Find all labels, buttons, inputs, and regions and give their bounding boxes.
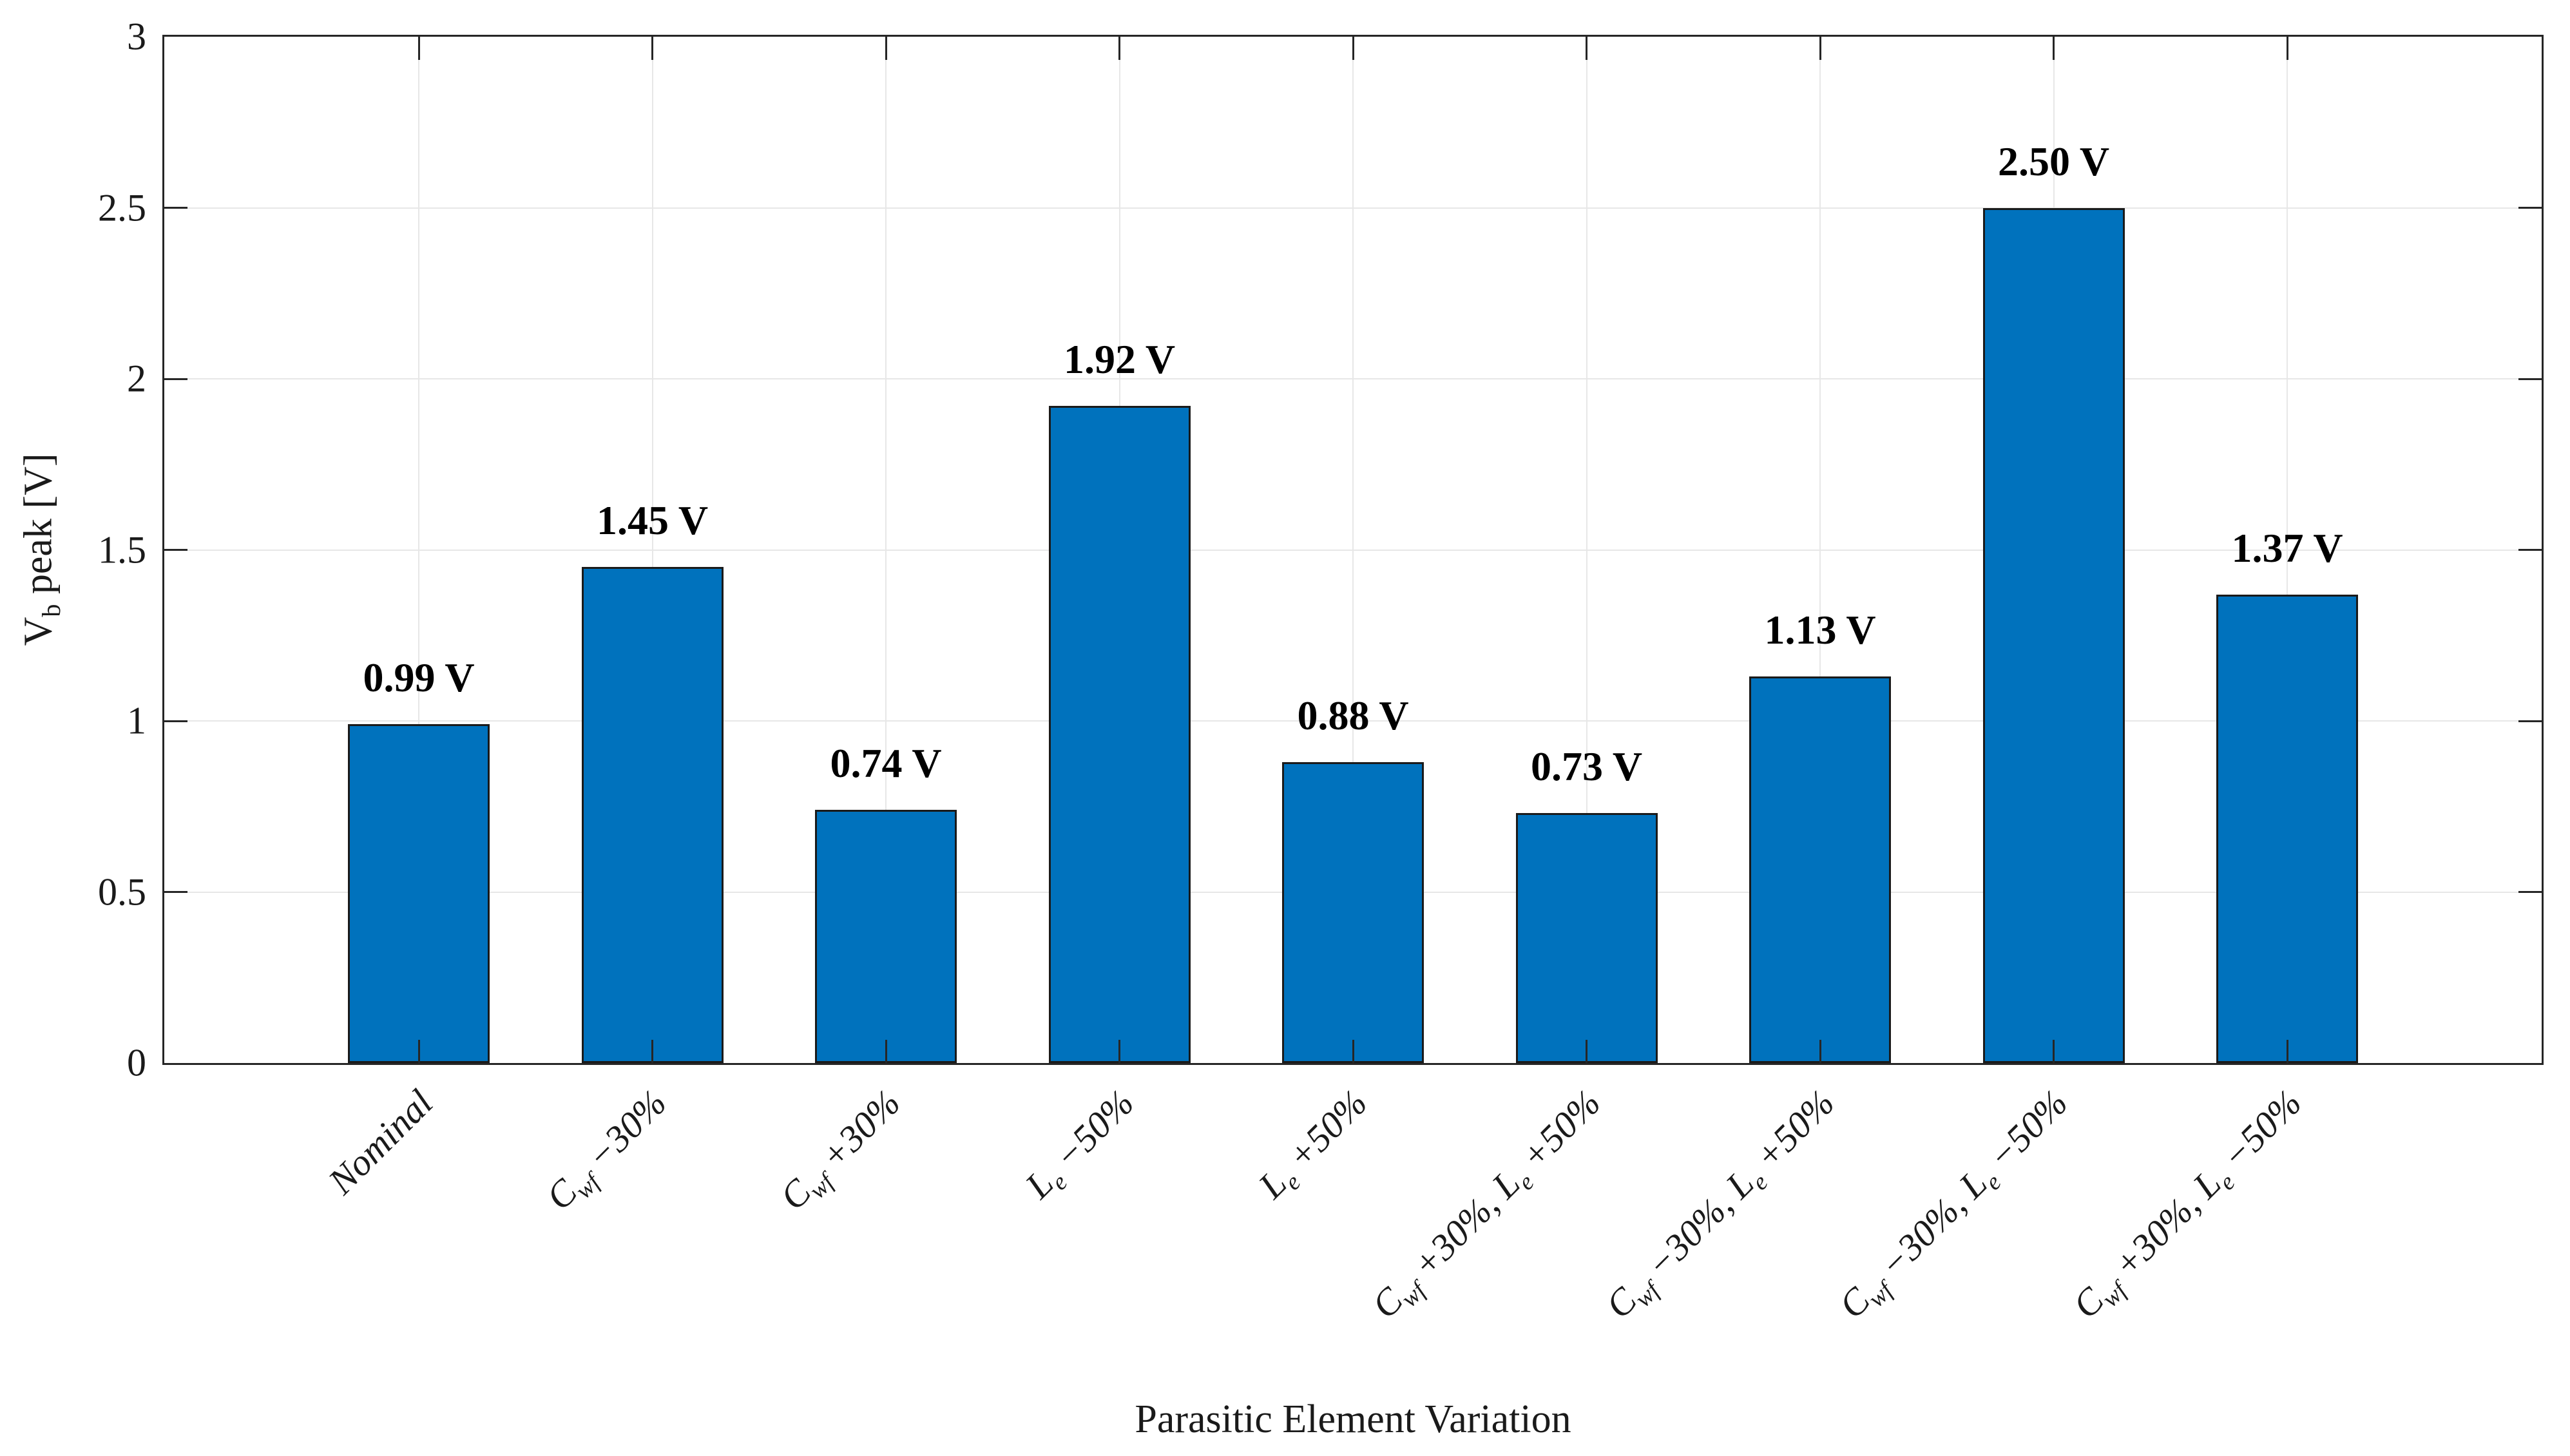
y-tick-mark — [164, 207, 187, 209]
v-gridline — [651, 37, 653, 1063]
bar-value-label: 1.37 V — [2231, 524, 2343, 571]
y-tick-label: 1 — [127, 699, 146, 742]
y-tick-mark — [164, 720, 187, 722]
bar — [1982, 207, 2125, 1063]
y-tick-mark — [164, 891, 187, 893]
bar — [581, 567, 724, 1063]
x-tick-mark — [417, 37, 420, 60]
bar — [1515, 813, 1658, 1063]
y-tick-mark — [2518, 207, 2542, 209]
bar-value-label: 0.74 V — [830, 740, 942, 787]
x-tick-label: Cwf +30%, Le −50% — [2064, 1081, 2310, 1327]
x-tick-mark — [651, 37, 653, 60]
y-tick-label: 2.5 — [98, 186, 146, 229]
x-tick-mark — [1819, 37, 1821, 60]
x-tick-label: Le −50% — [1017, 1081, 1142, 1207]
x-tick-mark — [2286, 1040, 2288, 1063]
v-gridline — [2287, 37, 2288, 1063]
bar-value-label: 1.13 V — [1764, 606, 1876, 653]
x-tick-label-segment: +50% — [1272, 1081, 1376, 1184]
x-tick-label: Cwf +30%, Le +50% — [1364, 1081, 1609, 1327]
x-tick-mark — [1586, 37, 1587, 60]
x-tick-mark — [1586, 1040, 1587, 1063]
v-gridline — [885, 37, 887, 1063]
y-axis-label-segment: V — [16, 617, 61, 646]
x-tick-label: Le +50% — [1251, 1081, 1376, 1207]
subscript: b — [36, 604, 66, 617]
x-tick-mark — [885, 1040, 887, 1063]
y-tick-label: 2 — [127, 357, 146, 400]
x-tick-label-segment: +50% — [1506, 1081, 1609, 1184]
y-tick-label: 0.5 — [98, 870, 146, 913]
y-tick-mark — [2518, 891, 2542, 893]
x-tick-label-segment: −50% — [1973, 1081, 2076, 1184]
bar-value-label: 1.92 V — [1063, 336, 1176, 383]
x-tick-mark — [885, 37, 887, 60]
x-tick-label-segment: Nominal — [320, 1081, 441, 1203]
x-tick-label-segment: −50% — [2207, 1081, 2310, 1184]
x-tick-mark — [1352, 37, 1354, 60]
x-tick-label-segment: +30%, L — [2098, 1162, 2229, 1293]
y-tick-mark — [164, 549, 187, 551]
bar-value-label: 2.50 V — [1997, 138, 2110, 184]
y-axis-label-segment: peak [V] — [16, 453, 61, 604]
x-tick-label-segment: +30%, L — [1397, 1162, 1528, 1293]
x-tick-mark — [651, 1040, 653, 1063]
x-tick-label: Cwf −30%, Le +50% — [1597, 1081, 1843, 1327]
x-tick-label: Nominal — [320, 1081, 441, 1203]
x-tick-label-segment: −30% — [571, 1081, 675, 1184]
bar — [348, 724, 490, 1063]
x-tick-mark — [2286, 37, 2288, 60]
y-tick-mark — [2518, 720, 2542, 722]
v-gridline — [418, 37, 419, 1063]
y-tick-mark — [164, 378, 187, 380]
x-tick-mark — [1819, 1040, 1821, 1063]
x-tick-mark — [2053, 1040, 2055, 1063]
x-tick-mark — [1118, 1040, 1120, 1063]
bar — [1282, 762, 1424, 1063]
x-tick-label-segment: −50% — [1039, 1081, 1142, 1184]
x-axis-label: Parasitic Element Variation — [1135, 1397, 1571, 1441]
x-tick-mark — [417, 1040, 420, 1063]
y-axis-label: Vb peak [V] — [16, 453, 66, 646]
bar — [1749, 676, 1891, 1063]
y-tick-label: 3 — [127, 15, 146, 58]
v-gridline — [1819, 37, 1821, 1063]
x-tick-label: Cwf −30%, Le −50% — [1831, 1081, 2076, 1327]
v-gridline — [1586, 37, 1587, 1063]
x-tick-label-segment: +50% — [1740, 1081, 1843, 1184]
y-tick-label: 0 — [127, 1041, 146, 1084]
bar-value-label: 0.73 V — [1530, 743, 1643, 790]
x-tick-label-segment: −30%, L — [1631, 1162, 1762, 1293]
y-tick-mark — [2518, 549, 2542, 551]
x-tick-mark — [2053, 37, 2055, 60]
plot-area — [162, 35, 2544, 1065]
x-tick-label-segment: +30% — [805, 1081, 908, 1184]
x-tick-mark — [1352, 1040, 1354, 1063]
y-tick-mark — [2518, 378, 2542, 380]
x-tick-label-segment: −30%, L — [1865, 1162, 1995, 1293]
bar — [2216, 594, 2358, 1063]
x-tick-label: Cwf −30% — [538, 1081, 675, 1218]
x-tick-mark — [1118, 37, 1120, 60]
bar-value-label: 0.99 V — [363, 655, 475, 701]
y-tick-label: 1.5 — [98, 528, 146, 571]
bar-value-label: 0.88 V — [1297, 692, 1409, 738]
v-gridline — [1352, 37, 1354, 1063]
x-tick-label: Cwf +30% — [772, 1081, 908, 1218]
bar-value-label: 1.45 V — [596, 497, 709, 544]
bar — [1048, 406, 1191, 1063]
bar — [815, 810, 957, 1063]
